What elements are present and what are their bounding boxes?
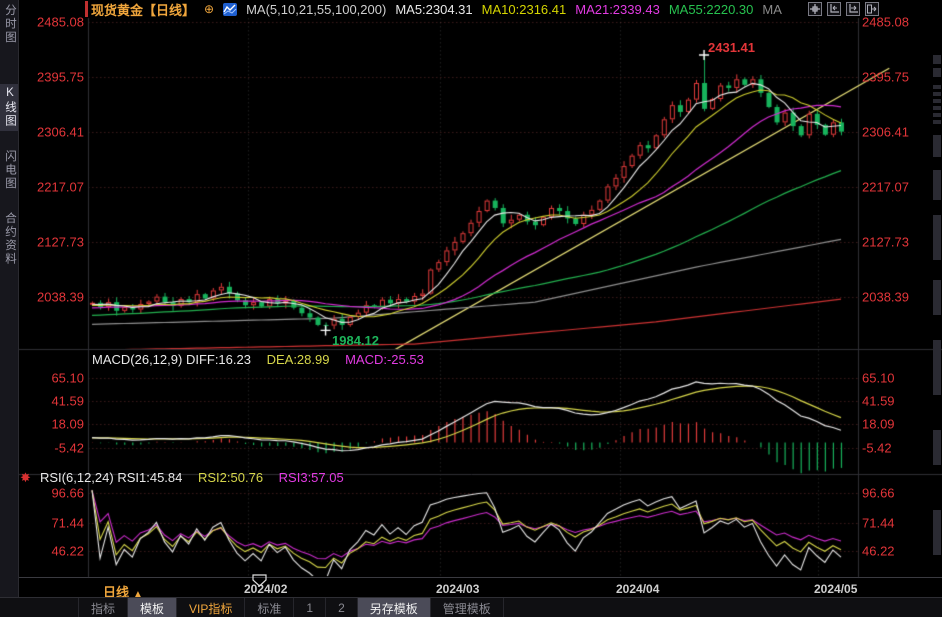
sidebar-item-time-chart[interactable]: 分时图 (4, 4, 16, 45)
toolbar-spacer (0, 598, 79, 617)
y-axis-label: 2306.41 (862, 124, 909, 140)
y-axis-label: 41.59 (862, 393, 895, 409)
ma55-value: MA55:2220.30 (668, 1, 754, 17)
ma-group-label: MA(5,10,21,55,100,200) (246, 1, 387, 17)
tab-indicator[interactable]: 指标 (79, 598, 129, 617)
right-scrollbar[interactable] (933, 40, 941, 580)
sidebar-item-kline-chart[interactable]: K线图 (0, 84, 18, 131)
rsi3-value: RSI3:57.05 (278, 470, 344, 485)
instrument-title: 现货黄金【日线】 (91, 0, 195, 19)
ma21-value: MA21:2339.43 (575, 1, 660, 17)
y-axis-label: 2127.73 (862, 234, 909, 250)
shift-right-icon[interactable] (846, 2, 860, 16)
y-axis-label: 65.10 (862, 370, 895, 386)
page-right-icon[interactable] (865, 2, 879, 16)
shift-left-icon[interactable] (827, 2, 841, 16)
macd-value: MACD:-25.53 (345, 352, 424, 367)
y-axis-label: 18.09 (51, 416, 84, 432)
period-tag: 【日线】 (143, 2, 196, 18)
low-price-annotation: 1984.12 (332, 333, 379, 348)
y-axis-label: 71.44 (51, 515, 84, 531)
macd-name: MACD(26,12,9) (92, 352, 183, 367)
rsi-name: RSI(6,12,24) (40, 470, 114, 485)
y-axis-label: 2485.08 (862, 14, 909, 30)
ma10-value: MA10:2316.41 (481, 1, 567, 17)
axis-drag-handle[interactable] (252, 574, 268, 587)
macd-dea-value: DEA:28.99 (266, 352, 330, 367)
tab-manage-template[interactable]: 管理模板 (431, 598, 504, 617)
chevron-up-icon: ▲ (133, 589, 143, 600)
y-axis-label: 71.44 (862, 515, 895, 531)
rsi2-value: RSI2:50.76 (198, 470, 264, 485)
high-price-annotation: 2431.41 (708, 40, 755, 55)
y-axis-label: 2038.39 (862, 289, 909, 305)
y-axis-label: 2038.39 (37, 289, 84, 305)
rsi1-value: RSI1:45.84 (117, 470, 183, 485)
tab-standard[interactable]: 标准 (245, 598, 295, 617)
chart-header: 现货黄金【日线】 ⊕ MA(5,10,21,55,100,200) MA5:23… (91, 0, 782, 18)
rsi-panel-header: RSI(6,12,24) RSI1:45.84 RSI2:50.76 RSI3:… (40, 470, 344, 485)
tab-1[interactable]: 1 (294, 598, 327, 617)
tab-vip-indicator[interactable]: VIP指标 (177, 598, 246, 617)
y-axis-label: 2127.73 (37, 234, 84, 250)
y-axis-label: 65.10 (51, 370, 84, 386)
macd-diff-value: DIFF:16.23 (185, 352, 251, 367)
tab-save-template[interactable]: 另存模板 (357, 598, 431, 617)
ma-extra-label: MA (762, 1, 782, 17)
y-axis-label: 96.66 (862, 485, 895, 501)
y-axis-label: 2485.08 (37, 14, 84, 30)
header-accent-bar (85, 1, 88, 17)
x-axis-label: 2024/02 (244, 582, 288, 596)
x-axis-label: 2024/05 (814, 582, 858, 596)
period-selector[interactable]: 日线 ▲ (103, 585, 143, 600)
x-axis-label: 2024/03 (436, 582, 480, 596)
axis-separator (0, 577, 942, 578)
ma5-value: MA5:2304.31 (395, 1, 473, 17)
tab-2[interactable]: 2 (326, 598, 358, 617)
indicator-settings-icon[interactable]: ✸ (20, 470, 31, 485)
pan-icon[interactable] (808, 2, 822, 16)
x-axis-label: 2024/04 (616, 582, 660, 596)
macd-panel-header: MACD(26,12,9) DIFF:16.23 DEA:28.99 MACD:… (92, 352, 424, 367)
y-axis-label: 2395.75 (862, 69, 909, 85)
y-axis-label: 18.09 (862, 416, 895, 432)
sidebar-item-lightning-chart[interactable]: 闪电图 (4, 150, 16, 191)
instrument-name: 现货黄金 (91, 2, 144, 18)
y-axis-label: -5.42 (54, 440, 84, 456)
add-compare-icon[interactable]: ⊕ (204, 2, 215, 16)
y-axis-label: 96.66 (51, 485, 84, 501)
bottom-toolbar: 指标 模板 VIP指标 标准 1 2 另存模板 管理模板 (0, 597, 942, 617)
y-axis-label: 41.59 (51, 393, 84, 409)
y-axis-label: 46.22 (51, 543, 84, 559)
y-axis-label: 2217.07 (37, 179, 84, 195)
y-axis-label: 2306.41 (37, 124, 84, 140)
y-axis-label: 46.22 (862, 543, 895, 559)
y-axis-label: 2395.75 (37, 69, 84, 85)
y-axis-label: -5.42 (862, 440, 892, 456)
chart-style-icon[interactable] (223, 2, 238, 16)
header-toolbar (808, 2, 879, 16)
y-axis-label: 2217.07 (862, 179, 909, 195)
left-sidebar: 分时图 K线图 闪电图 合约资料 (0, 0, 19, 617)
tab-template[interactable]: 模板 (128, 598, 178, 617)
sidebar-item-contract-info[interactable]: 合约资料 (4, 212, 16, 266)
